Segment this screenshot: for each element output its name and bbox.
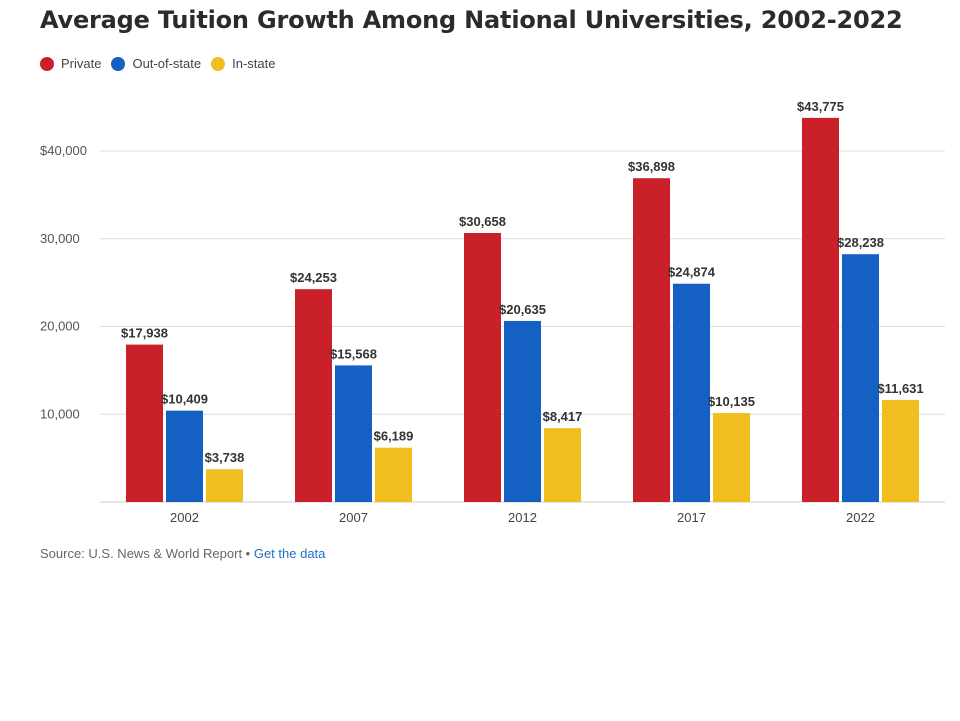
chart-title: Average Tuition Growth Among National Un… bbox=[40, 6, 903, 34]
data-label: $11,631 bbox=[877, 381, 923, 396]
legend-label-in-state: In-state bbox=[232, 56, 276, 71]
data-label: $28,238 bbox=[837, 235, 884, 250]
legend-label-private: Private bbox=[61, 56, 102, 71]
data-label: $17,938 bbox=[121, 326, 168, 341]
data-label: $24,253 bbox=[290, 270, 337, 285]
bar bbox=[802, 117, 839, 502]
data-label: $20,635 bbox=[499, 302, 546, 317]
source-separator: • bbox=[242, 546, 254, 561]
y-tick-label: 10,000 bbox=[40, 406, 80, 421]
bar bbox=[842, 254, 879, 502]
data-label: $3,738 bbox=[205, 450, 245, 465]
bar bbox=[335, 365, 372, 502]
legend-swatch-out-of-state bbox=[111, 56, 126, 71]
y-tick-label: 20,000 bbox=[40, 319, 80, 334]
data-label: $8,417 bbox=[543, 409, 583, 424]
bar bbox=[673, 283, 710, 502]
bar bbox=[713, 413, 750, 502]
bar bbox=[375, 447, 412, 502]
bar bbox=[504, 320, 541, 502]
data-label: $24,874 bbox=[668, 265, 716, 280]
data-label: $15,568 bbox=[330, 346, 377, 361]
data-label: $30,658 bbox=[459, 214, 506, 229]
bar bbox=[544, 428, 581, 502]
bar bbox=[464, 232, 501, 502]
y-tick-label: 30,000 bbox=[40, 231, 80, 246]
x-tick-label: 2007 bbox=[339, 510, 368, 525]
legend-item-private: Private bbox=[40, 56, 101, 71]
legend-item-out-of-state: Out-of-state bbox=[111, 56, 201, 71]
y-tick-label: $40,000 bbox=[40, 143, 87, 158]
x-tick-label: 2012 bbox=[508, 510, 537, 525]
data-label: $36,898 bbox=[628, 159, 675, 174]
bar bbox=[206, 469, 243, 502]
bar bbox=[633, 178, 670, 503]
x-tick-label: 2002 bbox=[170, 510, 199, 525]
x-tick-label: 2017 bbox=[677, 510, 706, 525]
legend-swatch-in-state bbox=[211, 56, 226, 71]
bar bbox=[126, 344, 163, 502]
x-tick-label: 2022 bbox=[846, 510, 875, 525]
get-the-data-link[interactable]: Get the data bbox=[253, 546, 326, 561]
legend-swatch-private bbox=[40, 56, 54, 71]
data-label: $10,135 bbox=[708, 394, 755, 409]
data-label: $43,775 bbox=[797, 99, 844, 114]
source-text: Source: U.S. News & World Report bbox=[40, 546, 243, 561]
chart-legend: Private Out-of-state In-state bbox=[40, 56, 285, 71]
legend-label-out-of-state: Out-of-state bbox=[132, 56, 202, 71]
bar bbox=[295, 289, 332, 502]
data-label: $10,409 bbox=[161, 392, 208, 407]
bar bbox=[166, 410, 203, 502]
source-note: Source: U.S. News & World Report • Get t… bbox=[40, 546, 325, 561]
data-label: $6,189 bbox=[374, 429, 414, 444]
bar bbox=[882, 399, 919, 502]
legend-item-in-state: In-state bbox=[211, 56, 275, 71]
